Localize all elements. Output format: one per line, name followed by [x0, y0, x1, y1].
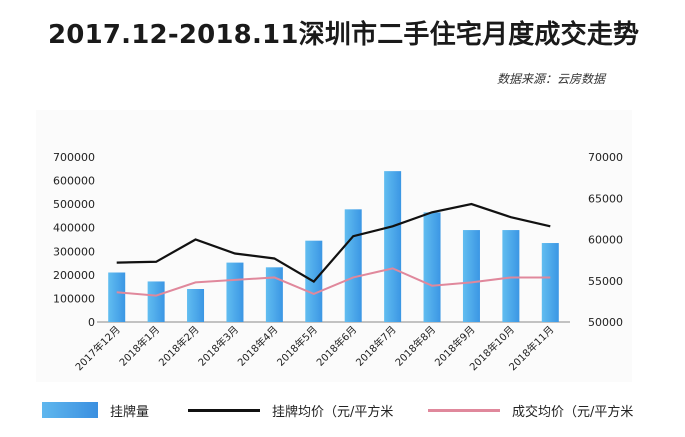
legend-label: 挂牌量: [110, 404, 150, 420]
right-axis-tick-label: 60000: [588, 234, 623, 247]
bar: [502, 230, 520, 322]
x-axis-tick-label: 2018年1月: [116, 323, 162, 369]
legend-item-listings: 挂牌量: [42, 395, 149, 425]
list-price-line: [116, 202, 551, 283]
left-axis-tick-label: 600000: [53, 175, 95, 188]
legend-label: 挂牌均价（元/平方米: [272, 404, 394, 420]
left-axis-tick-label: 300000: [53, 245, 95, 258]
right-axis-tick-label: 70000: [588, 151, 623, 164]
bar: [147, 281, 165, 322]
x-axis-tick-label: 2018年3月: [195, 323, 241, 369]
x-axis-tick-label: 2017年12月: [72, 323, 122, 373]
legend-swatch-bar: [42, 402, 98, 418]
left-axis-tick-label: 400000: [53, 222, 95, 235]
bar: [541, 243, 559, 322]
x-axis-tick-label: 2018年2月: [156, 323, 202, 369]
x-axis-tick-label: 2018年6月: [314, 323, 360, 369]
plot-background: [36, 110, 632, 382]
right-axis-tick-label: 65000: [588, 192, 623, 205]
legend-item-deal-price: 成交均价（元/平方米: [428, 395, 633, 425]
x-axis-tick-label: 2018年4月: [235, 323, 281, 369]
left-axis-tick-label: 700000: [53, 151, 95, 164]
left-axis-tick-label: 0: [88, 316, 95, 329]
right-axis-tick-label: 50000: [588, 316, 623, 329]
bar: [108, 272, 126, 322]
bar: [226, 262, 244, 322]
bar: [265, 267, 283, 322]
legend-swatch-line: [428, 408, 500, 412]
legend: 挂牌量 挂牌均价（元/平方米 成交均价（元/平方米: [0, 395, 685, 425]
right-axis-tick-label: 55000: [588, 275, 623, 288]
x-axis-tick-label: 2018年7月: [353, 323, 399, 369]
bar: [384, 171, 402, 322]
x-axis-tick-label: 2018年8月: [392, 323, 438, 369]
x-axis-tick-label: 2018年5月: [274, 323, 320, 369]
left-axis-tick-label: 100000: [53, 292, 95, 305]
deal-price-line: [116, 267, 551, 297]
chart-title: 2017.12-2018.11深圳市二手住宅月度成交走势: [48, 20, 640, 50]
chart: 0 100000 200000 300000 400000 500000 600000 700…: [53, 151, 623, 373]
bar: [423, 212, 441, 322]
bar: [344, 209, 362, 322]
bar: [187, 289, 205, 322]
data-source-note: 数据来源：云房数据: [496, 72, 605, 86]
left-axis-tick-label: 500000: [53, 198, 95, 211]
legend-swatch-line: [188, 408, 260, 412]
bar: [462, 230, 480, 322]
left-axis-tick-label: 200000: [53, 269, 95, 282]
legend-item-list-price: 挂牌均价（元/平方米: [188, 395, 393, 425]
legend-label: 成交均价（元/平方米: [512, 404, 634, 420]
